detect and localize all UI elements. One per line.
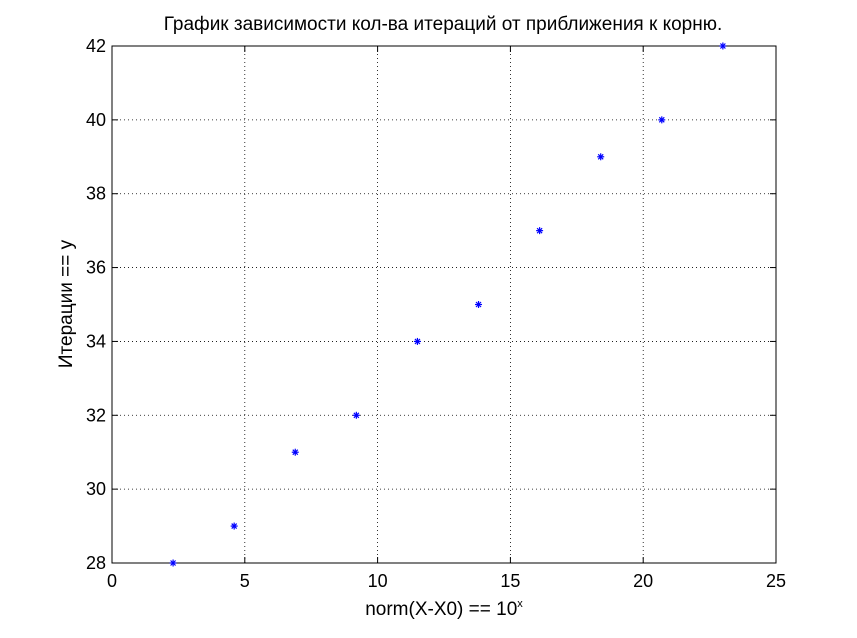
x-axis-label: norm(X-X0) == 10x <box>365 598 523 620</box>
y-tick-label: 42 <box>86 36 106 56</box>
y-tick-label: 30 <box>86 479 106 499</box>
plot-frame <box>111 45 777 564</box>
data-point-stroke <box>292 449 299 456</box>
data-point-marker <box>597 153 605 161</box>
data-point-marker <box>291 448 299 456</box>
x-tick-label: 15 <box>500 571 520 591</box>
data-point-stroke <box>536 227 543 234</box>
x-tick-label: 20 <box>633 571 653 591</box>
y-axis-label: Итерации == y <box>56 239 77 368</box>
data-point-stroke <box>719 43 726 49</box>
y-tick-label: 38 <box>86 184 106 204</box>
x-tick-label: 10 <box>368 571 388 591</box>
y-tick-label: 34 <box>86 331 106 351</box>
data-point-marker <box>413 337 421 345</box>
axis-ticks: 0 5 10 15 20 25 28 30 32 34 36 38 40 42 <box>86 36 786 591</box>
x-tick-label: 5 <box>240 571 250 591</box>
x-tick-label: 25 <box>766 571 786 591</box>
y-tick-label: 28 <box>86 553 106 573</box>
data-point-stroke <box>658 116 665 123</box>
data-point-marker <box>658 116 666 124</box>
data-point-stroke <box>170 560 177 566</box>
data-point-marker <box>719 42 727 50</box>
data-point-stroke <box>597 153 604 160</box>
y-tick-label: 40 <box>86 110 106 130</box>
data-point-stroke <box>353 412 360 419</box>
data-point-marker <box>475 301 483 308</box>
data-point-stroke <box>475 301 482 308</box>
y-tick-label: 36 <box>86 258 106 278</box>
data-point-stroke <box>231 523 238 529</box>
y-tick-label: 32 <box>86 405 106 425</box>
data-point-marker <box>352 411 360 419</box>
x-axis-label-text: norm(X-X0) == 10 <box>365 599 517 620</box>
chart-title: График зависимости кол-ва итераций от пр… <box>164 14 723 35</box>
data-point-marker <box>230 522 238 530</box>
data-points <box>169 42 727 567</box>
data-point-marker <box>169 559 177 567</box>
x-axis-label-superscript: x <box>517 598 523 610</box>
x-tick-label: 0 <box>107 571 117 591</box>
data-point-marker <box>536 227 544 235</box>
grid <box>112 46 776 563</box>
data-point-stroke <box>414 338 421 345</box>
